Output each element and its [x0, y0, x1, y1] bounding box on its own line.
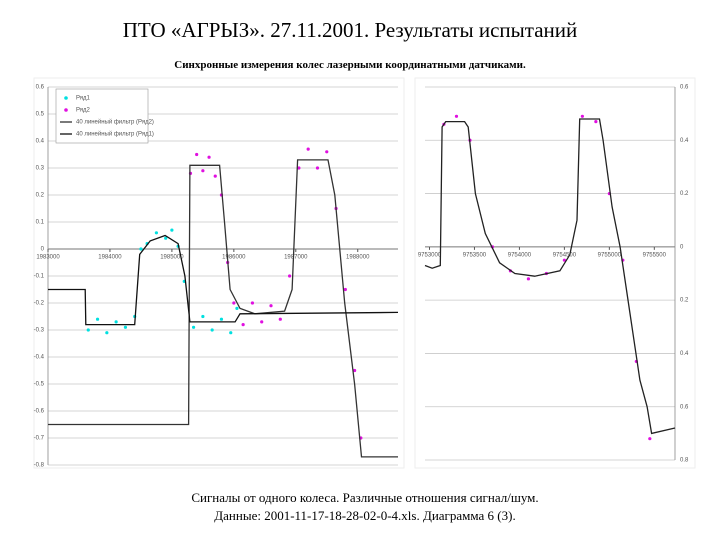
- data-point: [306, 147, 310, 151]
- x-tick-label: 1984000: [98, 255, 122, 261]
- data-point: [250, 301, 255, 305]
- data-point: [232, 301, 236, 305]
- data-point: [315, 166, 320, 170]
- x-tick-label: 9755000: [598, 252, 622, 258]
- data-point: [353, 368, 357, 373]
- x-tick-label: 1988000: [346, 255, 370, 261]
- data-point: [170, 228, 174, 232]
- data-point: [201, 169, 205, 173]
- y-tick-label: 0.6: [680, 85, 689, 91]
- data-point: [562, 258, 566, 262]
- x-tick-label: 9754500: [553, 252, 577, 258]
- data-line: [48, 234, 399, 326]
- y-tick-label: 0.6: [680, 404, 689, 410]
- y-tick-label: -0.3: [34, 328, 45, 334]
- data-point: [526, 277, 531, 281]
- data-line: [48, 159, 398, 458]
- data-point: [278, 317, 282, 321]
- y-tick-label: 0: [680, 244, 684, 250]
- x-tick-label: 1985000: [160, 255, 184, 261]
- y-tick-label: -0.6: [34, 409, 45, 415]
- y-tick-label: 0.1: [36, 220, 45, 226]
- data-point: [343, 287, 347, 292]
- y-tick-label: 0.2: [36, 193, 45, 199]
- y-tick-label: -0.4: [34, 355, 45, 361]
- data-point: [297, 166, 301, 170]
- y-tick-label: 0.5: [36, 112, 45, 118]
- data-point: [210, 328, 214, 332]
- data-point: [594, 120, 598, 124]
- data-point: [201, 314, 205, 319]
- data-point: [229, 331, 233, 335]
- data-point: [454, 114, 459, 118]
- y-tick-label: -0.7: [34, 436, 45, 442]
- x-tick-label: 9755500: [643, 252, 667, 258]
- y-tick-label: 0: [41, 247, 45, 253]
- y-tick-label: -0.2: [34, 301, 45, 307]
- y-tick-label: -0.8: [34, 463, 45, 469]
- caption: Сигналы от одного колеса. Различные отно…: [191, 490, 539, 505]
- data-point: [86, 328, 90, 332]
- right-panel: [414, 77, 696, 469]
- data-point: [191, 325, 196, 329]
- data-point: [219, 317, 224, 321]
- legend-label: Ряд1: [76, 96, 91, 102]
- x-tick-label: 9753500: [463, 252, 487, 258]
- x-tick-label: 1987000: [284, 255, 308, 261]
- y-tick-label: 0.6: [36, 85, 45, 91]
- data-point: [580, 114, 584, 118]
- data-point: [207, 155, 211, 159]
- slide-subtitle: Синхронные измерения колес лазерными коо…: [174, 59, 526, 71]
- y-tick-label: 0.2: [680, 298, 689, 304]
- slide-title: ПТО «АГРЫЗ». 27.11.2001. Результаты испы…: [122, 18, 578, 42]
- data-point: [123, 325, 128, 329]
- x-tick-label: 9754000: [508, 252, 532, 258]
- data-point: [213, 174, 217, 178]
- legend-label: 40 линейный фильтр (Ряд2): [76, 119, 154, 126]
- data-point: [195, 152, 199, 157]
- y-tick-label: 0.3: [36, 166, 45, 172]
- data-point: [260, 320, 264, 324]
- y-tick-label: 0.4: [36, 139, 45, 145]
- legend-marker: [64, 108, 68, 112]
- data-line: [424, 118, 676, 435]
- data-point: [287, 274, 292, 278]
- data-point: [325, 150, 329, 154]
- y-tick-label: -0.5: [34, 382, 45, 388]
- data-point: [241, 323, 245, 327]
- legend-label: Ряд2: [76, 108, 91, 114]
- data-point: [164, 236, 168, 240]
- y-tick-label: -0.1: [34, 274, 45, 280]
- legend-label: 40 линейный фильтр (Ряд1): [76, 131, 154, 138]
- x-tick-label: 9753000: [418, 252, 442, 258]
- data-point: [105, 331, 109, 335]
- data-point: [154, 231, 159, 235]
- data-point: [139, 247, 143, 251]
- data-point: [95, 317, 100, 321]
- y-tick-label: 0.4: [680, 351, 689, 357]
- data-point: [648, 437, 652, 441]
- y-tick-label: 0.4: [680, 138, 689, 144]
- caption: Данные: 2001-11-17-18-28-02-0-4.xls. Диа…: [214, 508, 516, 523]
- legend-marker: [64, 96, 68, 100]
- y-tick-label: 0.8: [680, 458, 689, 464]
- x-tick-label: 1983000: [36, 255, 60, 261]
- data-point: [114, 320, 118, 324]
- data-point: [235, 306, 239, 310]
- data-point: [269, 304, 273, 308]
- y-tick-label: 0.2: [680, 191, 689, 197]
- x-tick-label: 1986000: [222, 255, 246, 261]
